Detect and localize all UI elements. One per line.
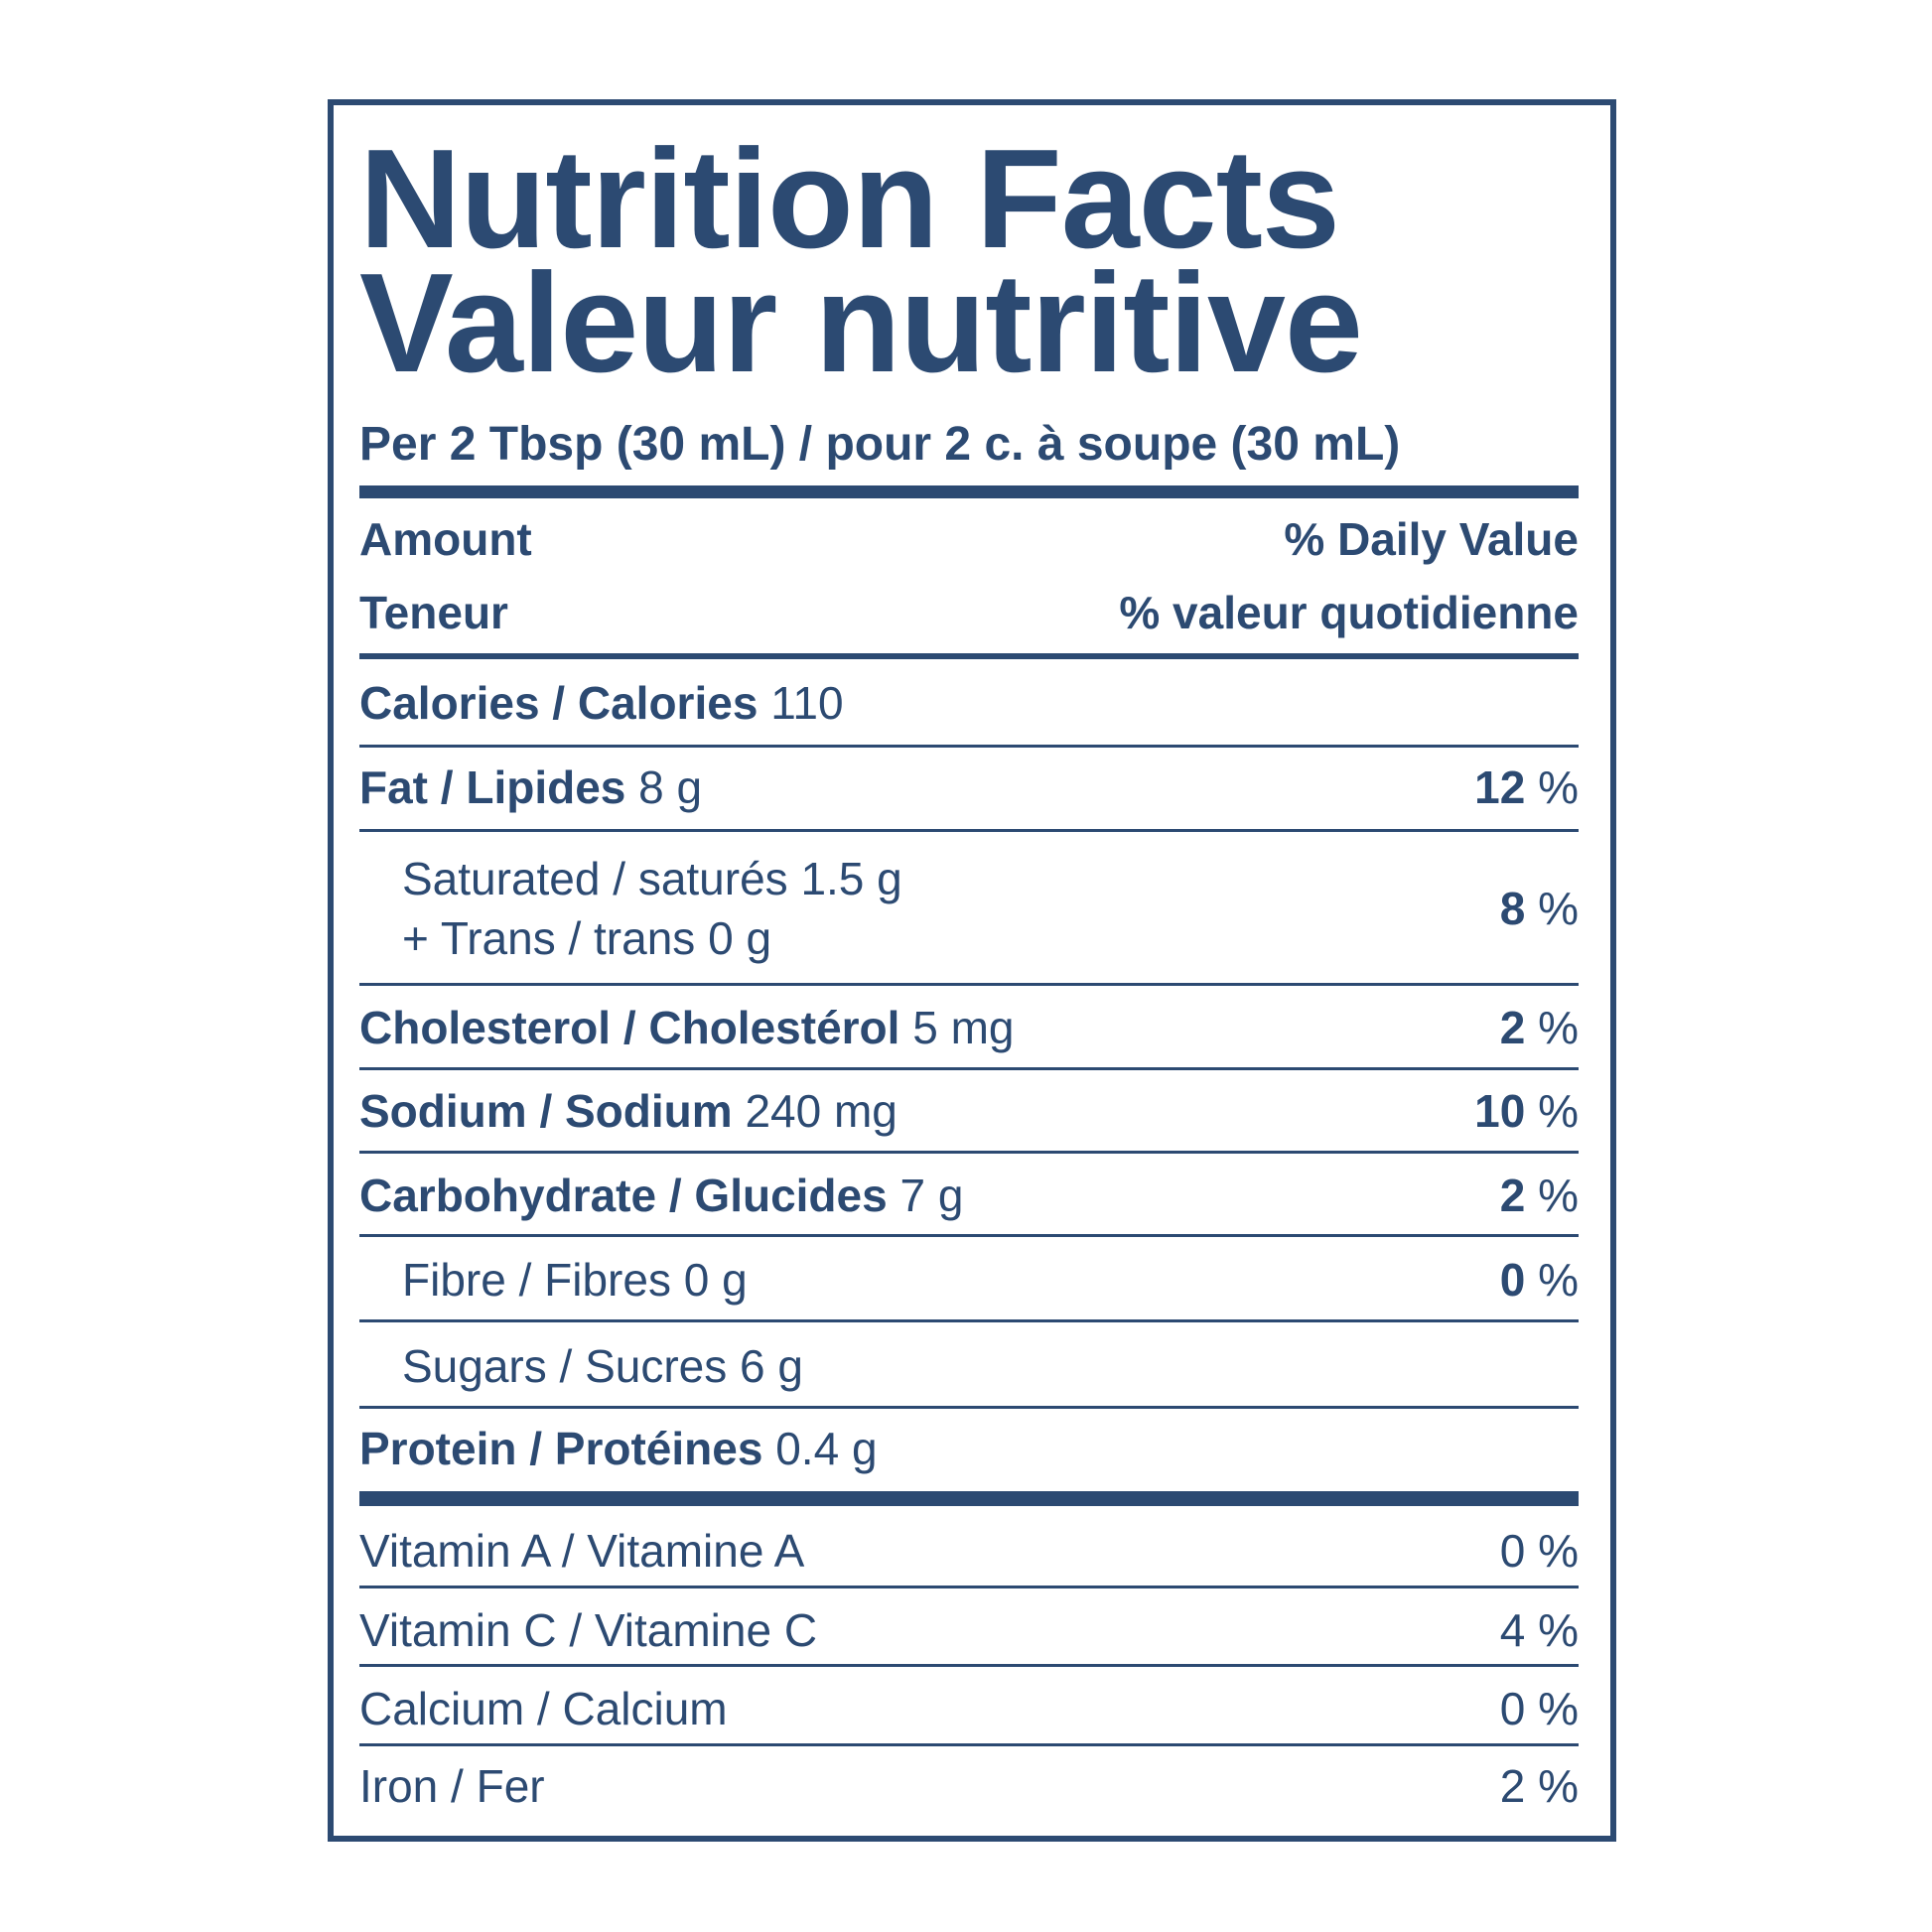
nutrient-label: Sugars / Sucres 6 g — [402, 1340, 803, 1392]
amount-heading: Amount — [359, 513, 532, 565]
dv-unit: % — [1538, 1760, 1579, 1812]
rule — [359, 1406, 1579, 1409]
title-fr: Valeur nutritive — [359, 244, 1363, 402]
rule — [359, 1319, 1579, 1322]
nutrient-label: Cholesterol / Cholestérol — [359, 1002, 900, 1053]
nutrient-label: Fat / Lipides — [359, 761, 626, 813]
nutrient-amount: 240 mg — [745, 1085, 897, 1137]
nutrient-row: Sugars / Sucres 6 g — [359, 1336, 1579, 1396]
serving-text: Per 2 Tbsp (30 mL) / pour 2 c. à soupe (… — [359, 417, 1401, 471]
rule — [359, 1234, 1579, 1237]
nutrient-name: Fat / Lipides 8 g — [359, 760, 702, 814]
vitamin-label: Vitamin C / Vitamine C — [359, 1604, 818, 1656]
rule — [359, 1743, 1579, 1746]
nutrient-label: Fibre / Fibres 0 g — [402, 1254, 748, 1306]
nutrient-label: Protein / Protéines — [359, 1423, 763, 1474]
dv-value: 12 — [1474, 761, 1526, 813]
nutrient-row: Carbohydrate / Glucides 7 g 2 % — [359, 1166, 1579, 1225]
vitamin-label: Iron / Fer — [359, 1760, 545, 1812]
daily-value: 0 % — [1500, 1524, 1579, 1578]
rule — [359, 653, 1579, 659]
title-en: Nutrition Facts — [359, 120, 1340, 278]
daily-value: 4 % — [1500, 1603, 1579, 1657]
dv-unit: % — [1538, 761, 1579, 813]
dv-heading: % valeur quotidienne — [1119, 587, 1579, 638]
nutrient-row: Fibre / Fibres 0 g 0 % — [359, 1250, 1579, 1310]
dv-unit: % — [1538, 1254, 1579, 1306]
rule — [359, 1586, 1579, 1588]
rule — [359, 1664, 1579, 1667]
nutrient-row: Saturated / saturés 1.5 g + Trans / trans… — [359, 849, 1579, 968]
header-row: Amount % Daily Value — [359, 509, 1579, 569]
daily-value: 12 % — [1474, 760, 1579, 814]
nutrient-label: Saturated / saturés 1.5 g — [402, 853, 902, 904]
dv-value: 0 — [1499, 1525, 1526, 1577]
dv-value: 0 — [1499, 1254, 1526, 1306]
dv-value: 2 — [1499, 1760, 1526, 1812]
nutrient-name: Protein / Protéines 0.4 g — [359, 1422, 878, 1475]
dv-value: 2 — [1499, 1170, 1526, 1221]
nutrient-amount: 7 g — [899, 1170, 964, 1221]
dv-unit: % — [1538, 1683, 1579, 1734]
vitamin-row: Vitamin A / Vitamine A 0 % — [359, 1521, 1579, 1581]
daily-value: 8 % — [1500, 882, 1579, 935]
dv-unit: % — [1538, 1525, 1579, 1577]
serving: Per 2 Tbsp (30 mL) / pour 2 c. à soupe (… — [359, 414, 1579, 474]
rule — [359, 983, 1579, 986]
vitamin-label: Vitamin A / Vitamine A — [359, 1525, 805, 1577]
nutrient-name: Sodium / Sodium 240 mg — [359, 1084, 897, 1138]
daily-value: 0 % — [1500, 1253, 1579, 1307]
nutrient-name: Calories / Calories 110 — [359, 676, 844, 730]
nutrient-name: Saturated / saturés 1.5 g + Trans / trans… — [359, 852, 902, 965]
vitamin-label: Calcium / Calcium — [359, 1683, 728, 1734]
header-row: Teneur % valeur quotidienne — [359, 583, 1579, 642]
dv-value: 2 — [1499, 1002, 1526, 1053]
nutrient-amount: 5 mg — [912, 1002, 1015, 1053]
amount-heading: Teneur — [359, 587, 508, 638]
daily-value: 2 % — [1500, 1001, 1579, 1054]
daily-value: 2 % — [1500, 1169, 1579, 1222]
nutrient-row: Fat / Lipides 8 g 12 % — [359, 758, 1579, 817]
rule — [359, 829, 1579, 832]
rule — [359, 1491, 1579, 1506]
nutrient-label: Sodium / Sodium — [359, 1085, 733, 1137]
rule — [359, 1151, 1579, 1154]
dv-unit: % — [1538, 1002, 1579, 1053]
nutrient-name: Sugars / Sucres 6 g — [359, 1339, 803, 1393]
dv-value: 4 — [1499, 1604, 1526, 1656]
rule — [359, 745, 1579, 748]
dv-heading: % Daily Value — [1284, 513, 1579, 565]
vitamin-row: Vitamin C / Vitamine C 4 % — [359, 1600, 1579, 1660]
dv-value: 0 — [1499, 1683, 1526, 1734]
nutrient-amount: 0.4 g — [775, 1423, 878, 1474]
dv-unit: % — [1538, 883, 1579, 934]
nutrient-name: Fibre / Fibres 0 g — [359, 1253, 748, 1307]
rule — [359, 1067, 1579, 1070]
nutrient-row: Cholesterol / Cholestérol 5 mg 2 % — [359, 998, 1579, 1057]
daily-value: 2 % — [1500, 1759, 1579, 1813]
dv-unit: % — [1538, 1085, 1579, 1137]
daily-value: 10 % — [1474, 1084, 1579, 1138]
nutrient-row: Sodium / Sodium 240 mg 10 % — [359, 1081, 1579, 1141]
nutrient-row: Calories / Calories 110 — [359, 673, 1579, 733]
dv-unit: % — [1538, 1604, 1579, 1656]
vitamin-row: Calcium / Calcium 0 % — [359, 1679, 1579, 1738]
dv-unit: % — [1538, 1170, 1579, 1221]
nutrient-label: + Trans / trans 0 g — [402, 912, 772, 964]
nutrient-name: Carbohydrate / Glucides 7 g — [359, 1169, 963, 1222]
nutrient-name: Cholesterol / Cholestérol 5 mg — [359, 1001, 1014, 1054]
label-border — [328, 99, 1616, 1842]
dv-value: 10 — [1474, 1085, 1526, 1137]
nutrient-label: Calories / Calories — [359, 677, 759, 729]
daily-value: 0 % — [1500, 1682, 1579, 1735]
nutrient-label: Carbohydrate / Glucides — [359, 1170, 888, 1221]
nutrient-amount: 110 — [770, 677, 844, 729]
dv-value: 8 — [1499, 883, 1526, 934]
nutrient-amount: 8 g — [638, 761, 703, 813]
vitamin-row: Iron / Fer 2 % — [359, 1756, 1579, 1816]
nutrient-row: Protein / Protéines 0.4 g — [359, 1419, 1579, 1478]
thick-rule — [359, 485, 1579, 498]
